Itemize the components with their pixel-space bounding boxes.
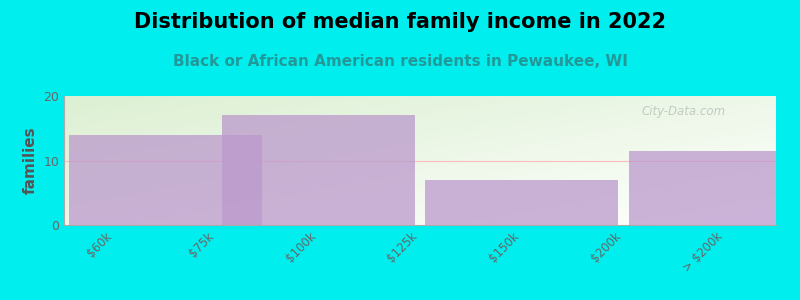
Bar (425, 180, 618, 225)
Text: City-Data.com: City-Data.com (642, 105, 726, 118)
Bar (629, 151, 800, 225)
Y-axis label: families: families (22, 127, 38, 194)
Text: Black or African American residents in Pewaukee, WI: Black or African American residents in P… (173, 54, 627, 69)
Bar (222, 115, 415, 225)
Text: Distribution of median family income in 2022: Distribution of median family income in … (134, 12, 666, 32)
Bar (69, 135, 262, 225)
